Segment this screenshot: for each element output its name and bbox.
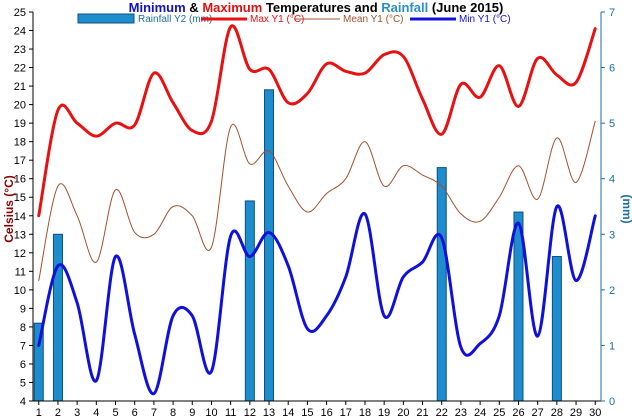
y-left-tick-label: 19: [14, 118, 26, 130]
x-tick-label: 2: [55, 407, 61, 419]
rainfall-bar: [551, 256, 562, 402]
x-tick-label: 1: [36, 407, 42, 419]
y-left-tick-label: 22: [14, 63, 26, 75]
legend-label-mean: Mean Y1 (°C): [343, 14, 404, 25]
x-tick-label: 5: [112, 407, 118, 419]
legend-swatch-rainfall: [77, 13, 135, 24]
y-right-tick-label: 6: [609, 63, 615, 75]
x-tick-label: 25: [493, 407, 505, 419]
y-left-tick-label: 23: [14, 44, 26, 56]
x-tick-label: 12: [244, 407, 256, 419]
y-left-tick-label: 17: [14, 155, 26, 167]
x-tick-label: 20: [397, 407, 409, 419]
y-right-tick-label: 1: [609, 340, 615, 352]
y-left-tick-label: 5: [20, 377, 26, 389]
legend-label-max: Max Y1 (°C): [250, 14, 304, 25]
title-part-2: Maximum: [202, 0, 262, 15]
x-tick-label: 22: [436, 407, 448, 419]
title-part-4: Rainfall: [381, 0, 428, 15]
x-tick-label: 16: [320, 407, 332, 419]
y-left-tick-label: 24: [14, 26, 26, 38]
title-part-3: Temperatures and: [262, 0, 381, 15]
rainfall-bar: [244, 200, 255, 402]
y-right-tick-label: 4: [609, 174, 615, 186]
series-line-max: [37, 24, 597, 218]
x-tick-label: 23: [455, 407, 467, 419]
y-right-tick-label: 2: [609, 285, 615, 297]
x-tick-label: 24: [474, 407, 486, 419]
y-left-tick-label: 16: [14, 174, 26, 186]
y-left-tick-label: 18: [14, 137, 26, 149]
rainfall-bar: [264, 89, 275, 402]
x-tick-label: 18: [359, 407, 371, 419]
x-tick-label: 26: [512, 407, 524, 419]
x-tick-label: 30: [589, 407, 601, 419]
title-part-5: (June 2015): [428, 0, 503, 15]
y-left-tick-label: 10: [14, 285, 26, 297]
y-left-tick-label: 7: [20, 340, 26, 352]
y-right-tick-label: 5: [609, 118, 615, 130]
rainfall-bar: [436, 167, 447, 402]
y-left-tick-label: 11: [15, 266, 26, 278]
x-tick-label: 9: [189, 407, 195, 419]
y-axis-left-title: Celsius (°C): [2, 175, 16, 242]
legend: Rainfall Y2 (mm) Max Y1 (°C) Mean Y1 (°C) M…: [77, 13, 511, 25]
legend-label-rainfall: Rainfall Y2 (mm): [138, 14, 212, 25]
x-tick-label: 14: [282, 407, 294, 419]
series-line-mean: [38, 120, 596, 282]
y-left-tick-label: 4: [20, 396, 26, 408]
title-part-1: &: [186, 0, 203, 15]
y-left-tick-label: 20: [14, 100, 26, 112]
x-tick-label: 7: [151, 407, 157, 419]
axes: 4567891011121314151617181920212223242501…: [14, 7, 615, 419]
x-tick-label: 13: [263, 407, 275, 419]
x-tick-label: 6: [132, 407, 138, 419]
series-line-min: [37, 204, 597, 396]
y-right-tick-label: 7: [609, 7, 615, 19]
x-tick-label: 3: [74, 407, 80, 419]
x-tick-label: 28: [551, 407, 563, 419]
y-left-tick-label: 9: [20, 303, 26, 315]
x-tick-label: 21: [416, 407, 428, 419]
x-tick-label: 4: [93, 407, 99, 419]
chart-title: Minimum & Maximum Temperatures and Rainf…: [129, 0, 504, 15]
x-tick-label: 17: [340, 407, 352, 419]
y-right-tick-label: 3: [609, 229, 615, 241]
plot-area: [33, 24, 597, 402]
rainfall-bar: [52, 233, 63, 402]
y-left-tick-label: 6: [20, 359, 26, 371]
x-tick-label: 29: [570, 407, 582, 419]
legend-label-min: Min Y1 (°C): [459, 14, 511, 25]
title-part-0: Minimum: [129, 0, 186, 15]
y-right-tick-label: 0: [609, 396, 615, 408]
y-left-tick-label: 25: [14, 7, 26, 19]
x-tick-label: 15: [301, 407, 313, 419]
x-tick-label: 27: [532, 407, 544, 419]
x-tick-label: 19: [378, 407, 390, 419]
y-left-tick-label: 14: [14, 211, 26, 223]
y-left-tick-label: 15: [14, 192, 26, 204]
x-tick-label: 10: [205, 407, 217, 419]
y-left-tick-label: 21: [14, 81, 26, 93]
y-left-tick-label: 12: [14, 248, 26, 260]
y-axis-right-title: (mm): [620, 194, 632, 223]
x-tick-label: 11: [225, 407, 236, 419]
y-left-tick-label: 13: [14, 229, 26, 241]
y-left-tick-label: 8: [20, 322, 26, 334]
x-tick-label: 8: [170, 407, 176, 419]
